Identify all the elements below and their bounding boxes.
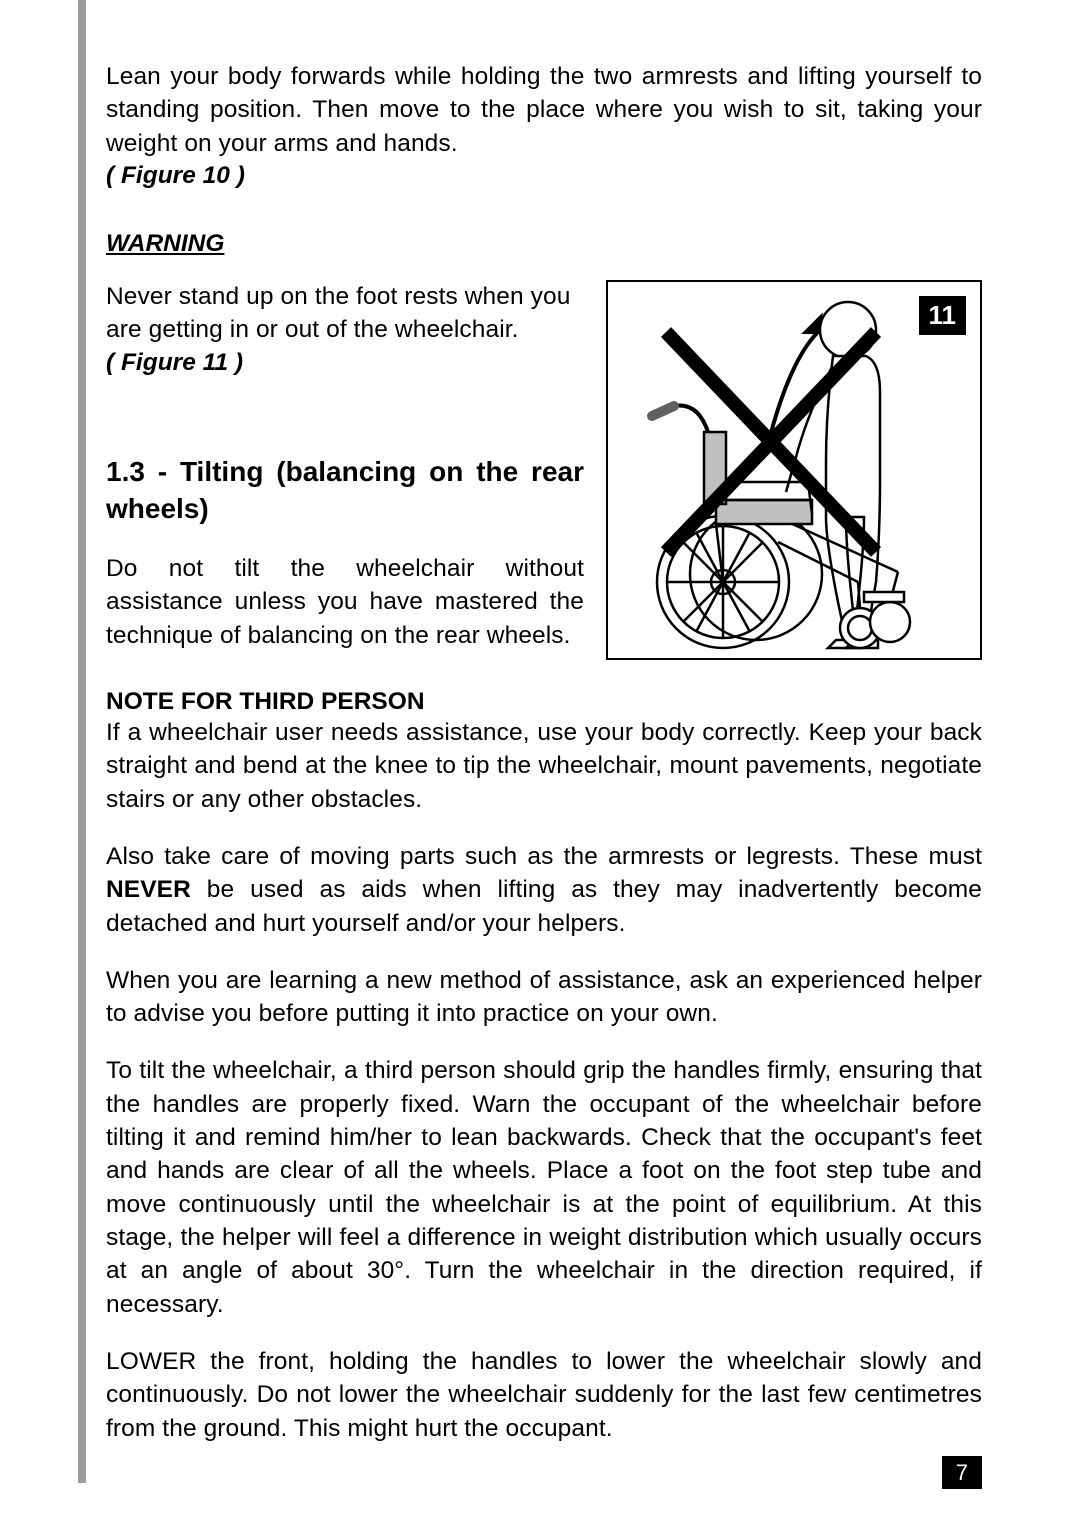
note-for-third-person-heading: NOTE FOR THIRD PERSON	[106, 688, 982, 716]
note-paragraph-5: LOWER the front, holding the handles to …	[106, 1345, 982, 1445]
note-p2-part-b: be used as aids when lifting as they may…	[106, 876, 982, 936]
warning-and-figure-row: Never stand up on the foot rests when yo…	[106, 280, 982, 660]
page-number: 7	[942, 1456, 982, 1489]
figure-11: 11	[606, 280, 982, 660]
warning-heading: WARNING	[106, 230, 982, 258]
figure-10-reference: ( Figure 10 )	[106, 162, 982, 190]
warning-column: Never stand up on the foot rests when yo…	[106, 280, 584, 660]
document-page: Lean your body forwards while holding th…	[0, 0, 1080, 1527]
intro-paragraph: Lean your body forwards while holding th…	[106, 60, 982, 160]
warning-text: Never stand up on the foot rests when yo…	[106, 280, 584, 347]
note-paragraph-4: To tilt the wheelchair, a third person s…	[106, 1054, 982, 1321]
note-p2-part-a: Also take care of moving parts such as t…	[106, 843, 982, 870]
never-emphasis: NEVER	[106, 876, 191, 903]
figure-11-reference: ( Figure 11 )	[106, 349, 584, 377]
wheelchair-no-standing-illustration	[608, 282, 980, 658]
tilt-intro-paragraph: Do not tilt the wheelchair without assis…	[106, 552, 584, 652]
figure-number-badge: 11	[919, 296, 967, 335]
left-vertical-rule	[78, 0, 86, 1483]
note-paragraph-2: Also take care of moving parts such as t…	[106, 840, 982, 940]
note-paragraph-1: If a wheelchair user needs assistance, u…	[106, 716, 982, 816]
page-content: Lean your body forwards while holding th…	[106, 60, 982, 1445]
note-paragraph-3: When you are learning a new method of as…	[106, 964, 982, 1031]
section-1-3-heading: 1.3 - Tilting (balancing on the rear whe…	[106, 453, 584, 529]
